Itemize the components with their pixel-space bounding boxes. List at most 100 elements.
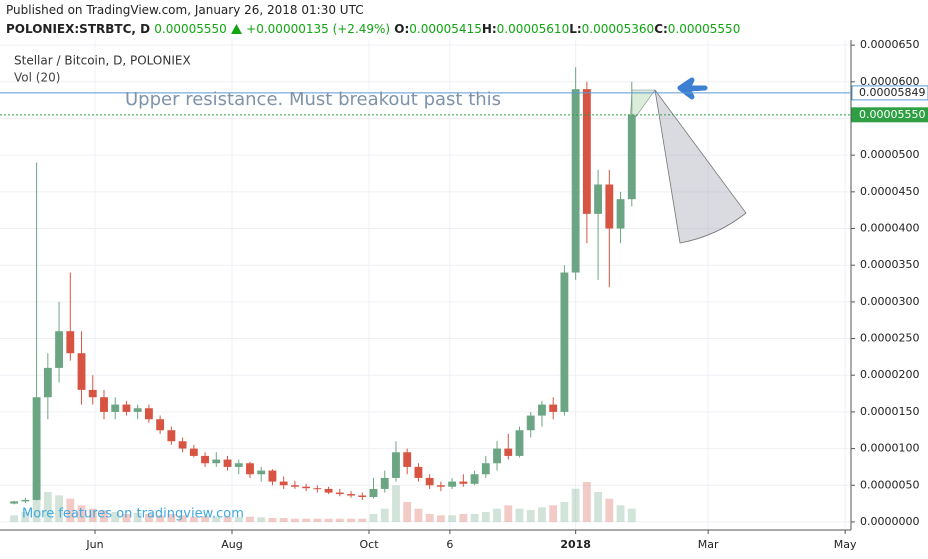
volume-bar: [111, 512, 120, 522]
candle-body: [279, 481, 288, 486]
volume-bar: [268, 518, 277, 522]
published-note: Published on TradingView.com, January 26…: [6, 3, 364, 17]
candle-body: [290, 485, 299, 487]
fan-shape: [654, 89, 747, 244]
candle-body: [436, 485, 445, 487]
volume-bar: [313, 518, 322, 522]
volume-bar: [189, 516, 198, 522]
change: +0.00000135 (+2.49%): [246, 22, 391, 36]
volume-bar: [414, 508, 423, 522]
candle-body: [369, 488, 378, 497]
candle-body: [88, 389, 97, 398]
candle-body: [335, 492, 344, 495]
x-tick-label: 6: [446, 538, 453, 551]
volume-bar: [538, 507, 546, 522]
candle-body: [178, 441, 187, 449]
volume-bar: [10, 515, 19, 522]
candle-body: [538, 404, 546, 416]
volume-bar: [156, 515, 165, 522]
candle-body: [627, 114, 636, 200]
volume-bar: [223, 516, 232, 522]
x-tick-label: Jun: [85, 538, 103, 551]
annotation: Upper resistance. Must breakout past thi…: [125, 89, 501, 110]
ohlc-label: L:: [569, 22, 582, 36]
candle-body: [156, 419, 165, 431]
volume-bar: [369, 514, 378, 522]
volume-bar: [100, 510, 108, 522]
candle-body: [257, 470, 266, 475]
candle-body: [605, 184, 614, 229]
volume-bar: [201, 516, 209, 522]
volume-bar: [347, 518, 355, 522]
candle-body: [133, 408, 142, 412]
volume-bar: [470, 514, 479, 522]
candle-body: [167, 430, 176, 442]
ohlc-label: C:: [654, 22, 668, 36]
volume-bar: [594, 492, 603, 522]
fan-top: [629, 89, 656, 127]
candle-body: [234, 463, 243, 467]
volume-bar: [436, 515, 445, 522]
last_price-tag: [851, 107, 928, 123]
candle-body: [144, 408, 153, 420]
y-tick-label: 0.0000300: [860, 295, 920, 308]
volume-bar: [358, 518, 367, 522]
ohlc-value: 0.00005610: [496, 22, 570, 36]
y-tick-label: 0.0000100: [860, 442, 920, 455]
candle-body: [201, 455, 209, 464]
volume-bar: [167, 514, 176, 522]
ohlc-label: H:: [481, 22, 497, 36]
candle-body: [212, 459, 221, 464]
volume-bar: [234, 517, 243, 522]
candle-body: [358, 495, 367, 497]
ohlc-value: 0.00005360: [581, 22, 655, 36]
volume-bar: [246, 516, 254, 522]
ohlc-value: 0.00005550: [667, 22, 741, 36]
volume-bar: [302, 518, 311, 522]
candle-body: [582, 89, 591, 214]
resistance-tag: [851, 85, 928, 101]
y-tick-label: 0.0000350: [860, 258, 920, 271]
y-tick-label: 0.0000600: [860, 75, 920, 88]
volume-legend: Vol (20): [14, 71, 60, 85]
candle-body: [493, 448, 501, 464]
candle-body: [392, 452, 400, 478]
y-tick-label: 0.0000150: [860, 405, 920, 418]
volume-bar: [549, 505, 558, 522]
candle-body: [560, 272, 569, 412]
candle-body: [111, 404, 120, 412]
volume-bar: [392, 485, 400, 522]
arrow: [677, 77, 708, 100]
volume-bar: [257, 517, 266, 522]
y-tick-label: 0.0000200: [860, 368, 920, 381]
candle-body: [189, 448, 198, 456]
candle-body: [403, 452, 412, 467]
y-tick-label: 0.0000250: [860, 332, 920, 345]
volume-bar: [290, 518, 299, 522]
volume-bar: [526, 510, 535, 522]
x-tick-label: May: [834, 538, 857, 551]
x-tick-label: Oct: [359, 538, 379, 551]
candle-body: [414, 466, 423, 478]
candle-body: [55, 331, 63, 368]
candle-body: [324, 488, 333, 493]
volume-bar: [425, 514, 434, 522]
candle-body: [380, 477, 389, 489]
candle-body: [425, 477, 434, 486]
volume-bar: [43, 492, 52, 522]
ohlc-value: 0.00005415: [409, 22, 482, 36]
candle-body: [66, 331, 75, 354]
y-tick-label: 0.0000650: [860, 38, 920, 51]
volume-bar: [66, 498, 75, 522]
candle-body: [347, 494, 355, 496]
candle-body: [448, 481, 457, 487]
candle-body: [10, 501, 19, 504]
candle-body: [77, 353, 86, 390]
volume-bar: [335, 518, 344, 522]
candle-body: [100, 397, 108, 412]
volume-bar: [324, 518, 333, 522]
legend-title: Stellar / Bitcoin, D, POLONIEX: [14, 54, 191, 68]
volume-bar: [448, 515, 457, 522]
